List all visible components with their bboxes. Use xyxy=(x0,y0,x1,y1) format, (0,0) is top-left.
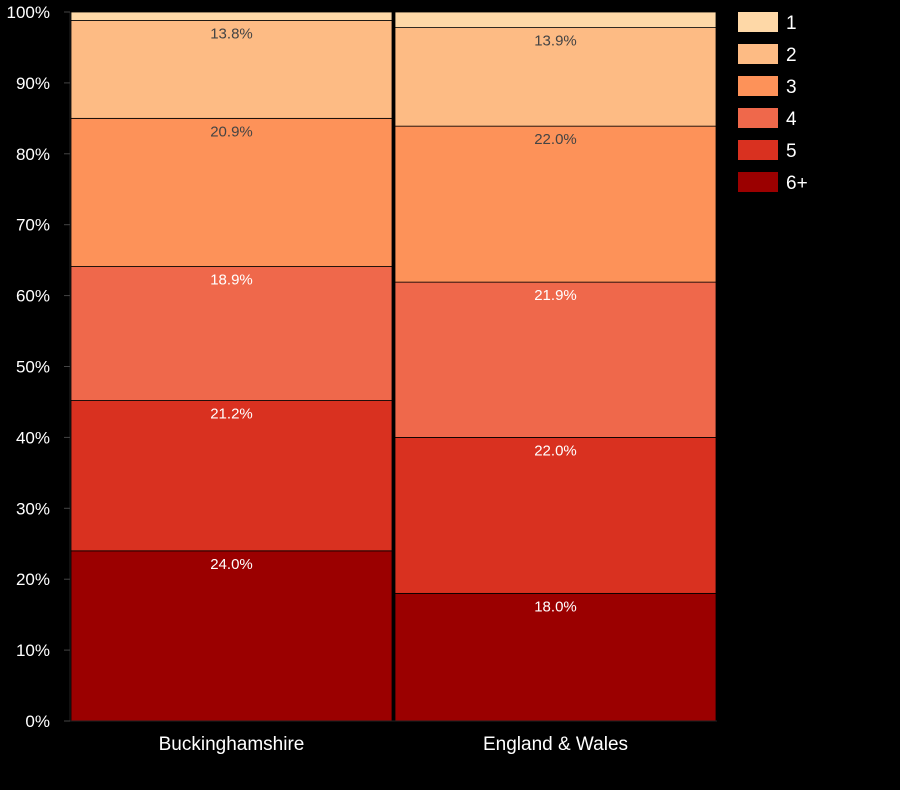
data-label: 24.0% xyxy=(210,556,253,573)
bar-segment xyxy=(70,550,393,722)
x-tick-label: England & Wales xyxy=(483,734,628,755)
data-label: 13.8% xyxy=(210,26,253,43)
data-label: 20.9% xyxy=(210,123,253,140)
bar-segment xyxy=(70,20,393,119)
y-tick-label: 50% xyxy=(16,358,50,377)
y-tick-label: 70% xyxy=(16,216,50,235)
y-tick-label: 40% xyxy=(16,428,50,447)
legend-swatch xyxy=(738,108,778,128)
bar-segment xyxy=(70,117,393,267)
y-tick-label: 20% xyxy=(16,570,50,589)
plot-area: 24.0% 21.2% 18.9% 20.9% 13.8% 18.0% 22.0% 21.9%… xyxy=(70,11,717,722)
y-tick-label: 10% xyxy=(16,641,50,660)
y-axis: 0% 10% 20% 30% 40% 50% 60% 70% 80% 90% 100% xyxy=(7,3,71,731)
legend-label: 5 xyxy=(786,141,797,162)
y-tick-label: 30% xyxy=(16,499,50,518)
x-tick-label: Buckinghamshire xyxy=(159,734,305,755)
bar-segment xyxy=(394,27,717,127)
data-label: 13.9% xyxy=(534,33,577,50)
legend: 1 2 3 4 5 6+ xyxy=(738,12,808,194)
legend-label: 4 xyxy=(786,109,797,130)
data-label: 21.9% xyxy=(534,287,577,304)
legend-swatch xyxy=(738,140,778,160)
legend-label: 6+ xyxy=(786,173,808,194)
y-tick-label: 0% xyxy=(25,712,50,731)
legend-label: 3 xyxy=(786,77,797,98)
bar-segment xyxy=(70,266,393,401)
bar-segment xyxy=(394,281,717,438)
y-tick-label: 60% xyxy=(16,287,50,306)
legend-swatch xyxy=(738,12,778,32)
y-tick-label: 80% xyxy=(16,145,50,164)
legend-label: 2 xyxy=(786,45,797,66)
data-label: 21.2% xyxy=(210,406,253,423)
data-label: 18.9% xyxy=(210,272,253,289)
y-tick-label: 100% xyxy=(7,3,50,22)
data-label: 22.0% xyxy=(534,131,577,148)
legend-swatch xyxy=(738,172,778,192)
legend-swatch xyxy=(738,44,778,64)
bar-segment xyxy=(394,125,717,283)
legend-label: 1 xyxy=(786,13,797,34)
bar-segment xyxy=(70,11,393,21)
bar-segment xyxy=(394,11,717,28)
bar-segment xyxy=(70,400,393,552)
bar-segment xyxy=(394,436,717,594)
data-label: 22.0% xyxy=(534,442,577,459)
y-tick-label: 90% xyxy=(16,74,50,93)
legend-swatch xyxy=(738,76,778,96)
x-axis: Buckinghamshire England & Wales xyxy=(70,720,717,755)
data-label: 18.0% xyxy=(534,598,577,615)
